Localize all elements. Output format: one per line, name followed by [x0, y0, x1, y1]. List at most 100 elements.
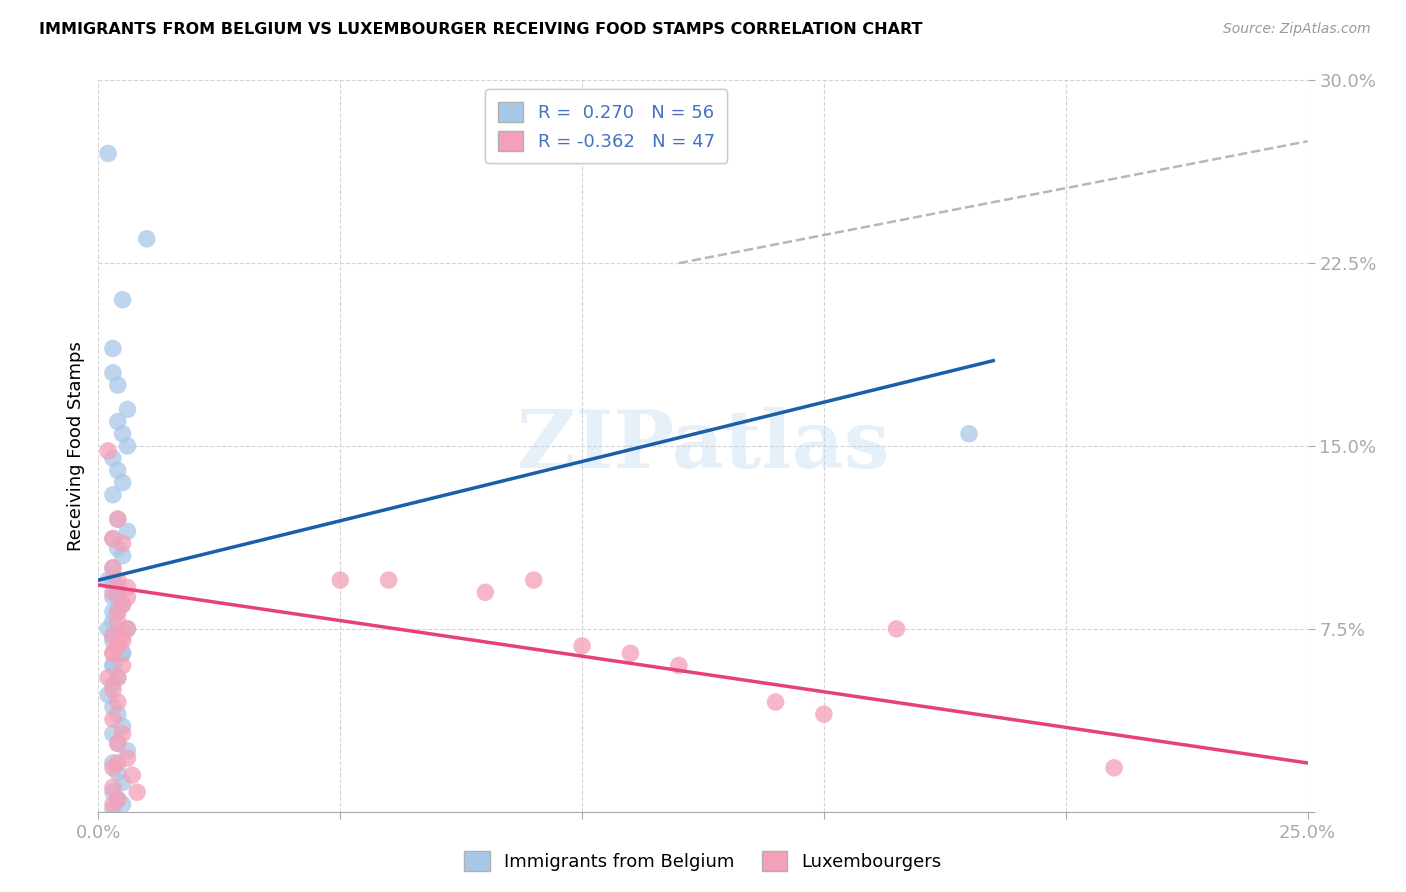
- Legend: Immigrants from Belgium, Luxembourgers: Immigrants from Belgium, Luxembourgers: [457, 844, 949, 879]
- Point: [111, 797, 134, 812]
- Point: [377, 573, 399, 587]
- Point: [107, 792, 129, 806]
- Point: [101, 780, 124, 795]
- Point: [619, 646, 641, 660]
- Point: [111, 727, 134, 741]
- Point: [101, 342, 124, 356]
- Point: [111, 719, 134, 733]
- Point: [117, 439, 139, 453]
- Point: [101, 629, 124, 643]
- Point: [101, 678, 124, 692]
- Point: [97, 146, 120, 161]
- Text: IMMIGRANTS FROM BELGIUM VS LUXEMBOURGER RECEIVING FOOD STAMPS CORRELATION CHART: IMMIGRANTS FROM BELGIUM VS LUXEMBOURGER …: [39, 22, 922, 37]
- Point: [101, 585, 124, 599]
- Point: [101, 797, 124, 812]
- Point: [329, 573, 352, 587]
- Point: [571, 639, 593, 653]
- Legend: R =  0.270   N = 56, R = -0.362   N = 47: R = 0.270 N = 56, R = -0.362 N = 47: [485, 89, 727, 163]
- Point: [107, 541, 129, 556]
- Point: [101, 573, 124, 587]
- Point: [107, 605, 129, 619]
- Point: [101, 699, 124, 714]
- Point: [111, 293, 134, 307]
- Point: [117, 402, 139, 417]
- Point: [813, 707, 835, 722]
- Point: [668, 658, 690, 673]
- Point: [101, 451, 124, 466]
- Point: [101, 561, 124, 575]
- Point: [101, 802, 124, 816]
- Point: [101, 629, 124, 643]
- Point: [111, 658, 134, 673]
- Point: [101, 727, 124, 741]
- Point: [101, 590, 124, 604]
- Point: [107, 605, 129, 619]
- Point: [107, 736, 129, 750]
- Point: [107, 585, 129, 599]
- Point: [97, 443, 120, 458]
- Point: [121, 768, 143, 782]
- Point: [107, 671, 129, 685]
- Point: [97, 622, 120, 636]
- Point: [107, 463, 129, 477]
- Point: [111, 775, 134, 789]
- Y-axis label: Receiving Food Stamps: Receiving Food Stamps: [66, 341, 84, 551]
- Point: [107, 512, 129, 526]
- Point: [101, 532, 124, 546]
- Text: ZIPatlas: ZIPatlas: [517, 407, 889, 485]
- Point: [117, 622, 139, 636]
- Point: [107, 756, 129, 770]
- Point: [101, 646, 124, 660]
- Point: [101, 615, 124, 629]
- Text: Source: ZipAtlas.com: Source: ZipAtlas.com: [1223, 22, 1371, 37]
- Point: [107, 792, 129, 806]
- Point: [111, 475, 134, 490]
- Point: [107, 707, 129, 722]
- Point: [117, 751, 139, 765]
- Point: [101, 561, 124, 575]
- Point: [107, 695, 129, 709]
- Point: [97, 573, 120, 587]
- Point: [1102, 761, 1125, 775]
- Point: [111, 426, 134, 441]
- Point: [765, 695, 787, 709]
- Point: [474, 585, 496, 599]
- Point: [107, 581, 129, 595]
- Point: [101, 756, 124, 770]
- Point: [117, 622, 139, 636]
- Point: [101, 658, 124, 673]
- Point: [107, 573, 129, 587]
- Point: [101, 488, 124, 502]
- Point: [101, 532, 124, 546]
- Point: [107, 639, 129, 653]
- Point: [127, 785, 149, 799]
- Point: [107, 671, 129, 685]
- Point: [101, 646, 124, 660]
- Point: [101, 366, 124, 380]
- Point: [107, 615, 129, 629]
- Point: [886, 622, 908, 636]
- Point: [107, 639, 129, 653]
- Point: [111, 549, 134, 563]
- Point: [97, 688, 120, 702]
- Point: [101, 785, 124, 799]
- Point: [111, 634, 134, 648]
- Point: [107, 736, 129, 750]
- Point: [101, 605, 124, 619]
- Point: [111, 598, 134, 612]
- Point: [111, 536, 134, 550]
- Point: [111, 646, 134, 660]
- Point: [111, 646, 134, 660]
- Point: [97, 671, 120, 685]
- Point: [107, 590, 129, 604]
- Point: [107, 639, 129, 653]
- Point: [523, 573, 546, 587]
- Point: [107, 378, 129, 392]
- Point: [101, 712, 124, 726]
- Point: [135, 232, 157, 246]
- Point: [101, 634, 124, 648]
- Point: [111, 598, 134, 612]
- Point: [101, 658, 124, 673]
- Point: [107, 512, 129, 526]
- Point: [107, 415, 129, 429]
